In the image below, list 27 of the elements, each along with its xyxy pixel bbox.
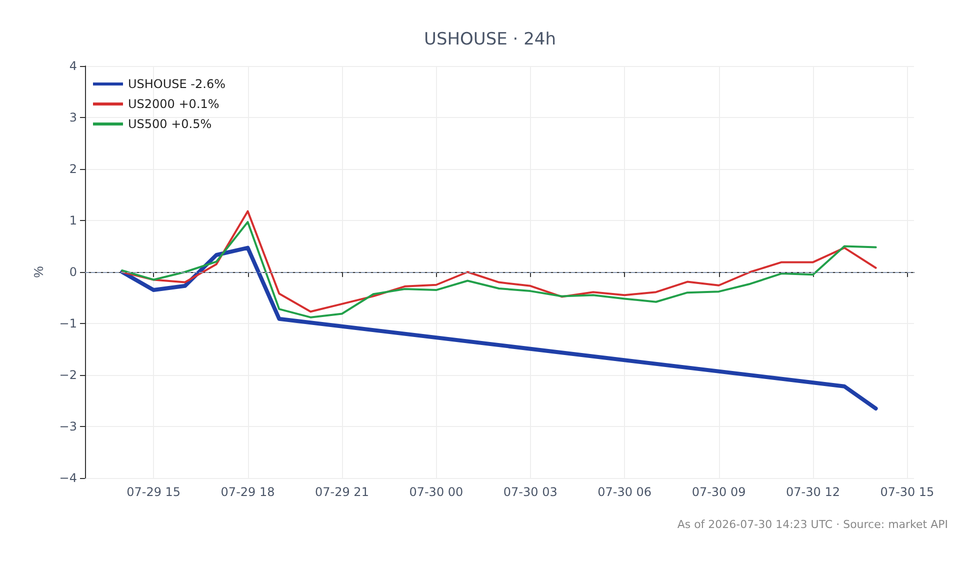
line-series xyxy=(121,210,877,313)
text: As of 2026-07-30 14:23 UTC · Source: market API xyxy=(677,518,948,531)
legend-label: USHOUSE -2.6% xyxy=(128,77,226,91)
line-series xyxy=(120,246,878,410)
y-tick-label: 2 xyxy=(69,162,77,176)
y-tick-label: 1 xyxy=(69,214,77,228)
y-tick-label: 0 xyxy=(69,265,77,279)
x-tick-label: 07-29 18 xyxy=(220,485,275,499)
y-tick-label: −2 xyxy=(59,368,77,382)
x-tick-label: 07-30 03 xyxy=(503,485,558,499)
y-tick-label: −1 xyxy=(59,316,77,330)
y-tick-label: 3 xyxy=(69,110,77,124)
y-tick-label: 4 xyxy=(69,59,77,73)
x-tick-label: 07-29 21 xyxy=(314,485,369,499)
legend-label: US2000 +0.1% xyxy=(128,97,220,111)
line-series xyxy=(121,221,877,318)
chart-title: USHOUSE · 24h xyxy=(424,30,556,50)
x-tick-label: 07-29 15 xyxy=(126,485,181,499)
x-tick-label: 07-30 09 xyxy=(692,485,746,499)
x-tick-label: 07-30 12 xyxy=(786,485,840,499)
y-tick-label: −4 xyxy=(59,471,77,485)
x-tick-label: 07-30 00 xyxy=(409,485,464,499)
y-axis-title: % xyxy=(31,266,46,278)
legend-label: US500 +0.5% xyxy=(128,117,212,131)
x-tick-label: 07-30 06 xyxy=(598,485,652,499)
y-tick-label: −3 xyxy=(59,420,77,434)
x-tick-label: 07-30 15 xyxy=(880,485,934,499)
